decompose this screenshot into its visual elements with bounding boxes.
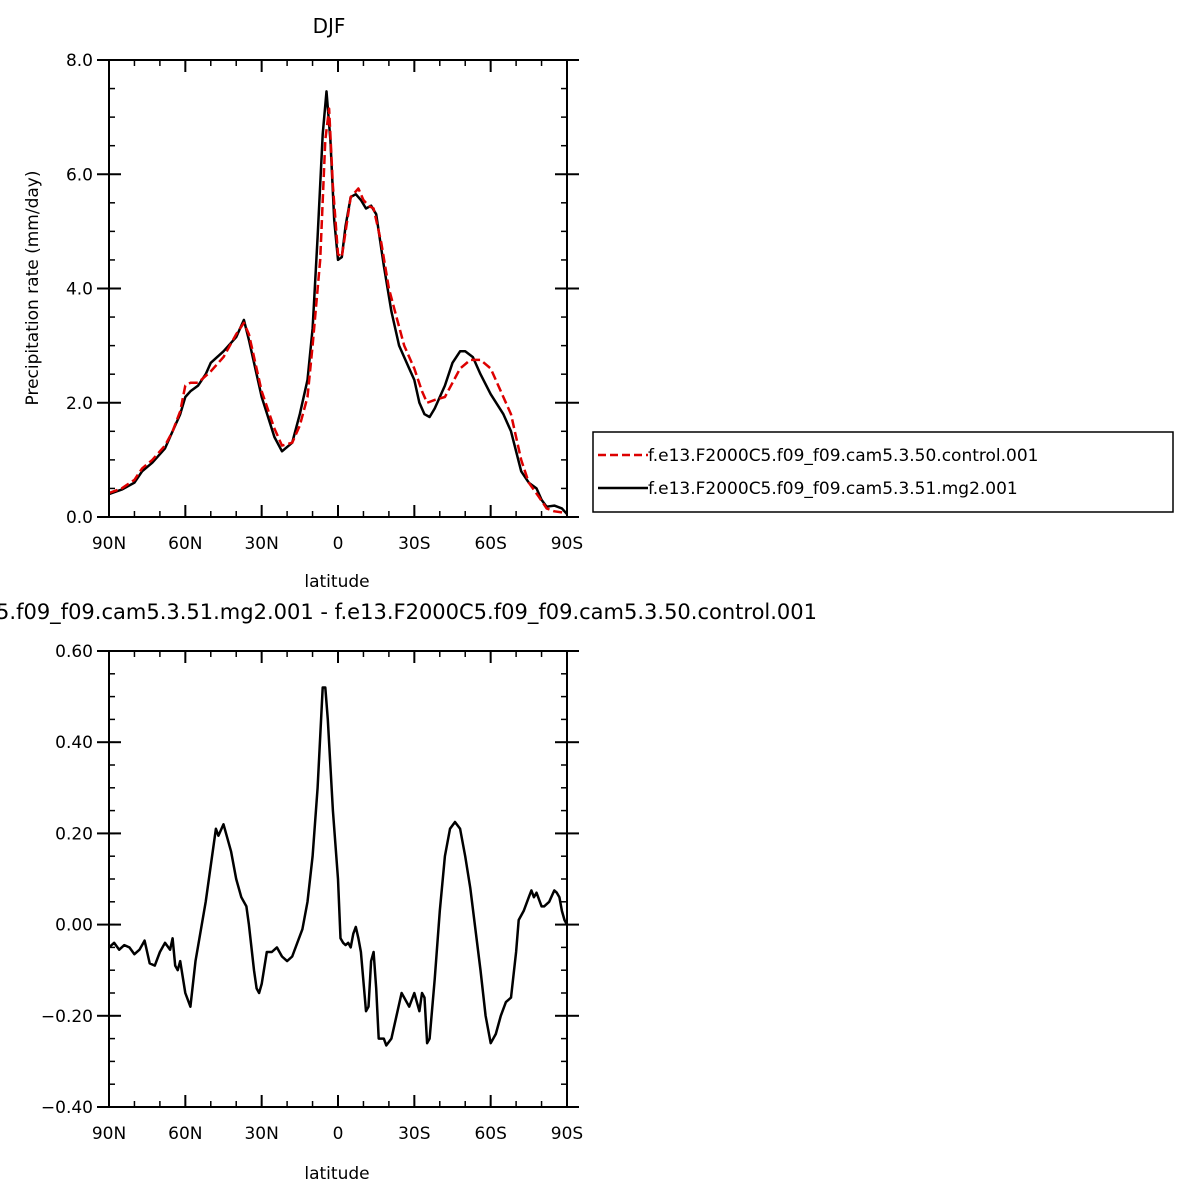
- plot-frame: [108, 650, 568, 1108]
- x-tick-label: 60N: [168, 1124, 202, 1144]
- x-tick-label: 30N: [244, 1124, 278, 1144]
- x-tick-label: 60S: [474, 1124, 506, 1144]
- series-line-0: [108, 107, 568, 515]
- x-tick-label: 30S: [398, 534, 430, 554]
- x-axis-label: latitude: [304, 572, 369, 592]
- x-tick-label: 90S: [551, 534, 583, 554]
- y-tick-label: −0.20: [41, 1007, 93, 1027]
- x-tick-label: 90S: [551, 1124, 583, 1144]
- chart-title: DJF: [313, 14, 346, 38]
- precip-panel: DJF Precipitation rate (mm/day) latitude…: [23, 14, 1174, 592]
- y-tick-label: 0.20: [55, 824, 93, 844]
- y-tick-label: 4.0: [66, 280, 93, 300]
- difference-title: f.e13.F2000C5.f09_f09.cam5.3.51.mg2.001 …: [0, 600, 817, 625]
- series-line-0: [108, 686, 569, 1047]
- series-lines: [108, 686, 569, 1047]
- y-tick-label: 0.00: [55, 916, 93, 936]
- x-tick-label: 90N: [92, 534, 126, 554]
- x-tick-label: 0: [333, 534, 344, 554]
- axis-ticks: 90N 60N 30N 0 30S 60S 90S −0.40 −0.20 0.00 0.20 0.4…: [41, 642, 583, 1144]
- legend-label-mg2: f.e13.F2000C5.f09_f09.cam5.3.51.mg2.001: [648, 479, 1018, 499]
- x-tick-label: 30S: [398, 1124, 430, 1144]
- y-axis-label: Precipitation rate (mm/day): [23, 171, 43, 406]
- x-tick-label: 60S: [474, 534, 506, 554]
- series-lines: [108, 90, 568, 515]
- difference-panel: f.e13.F2000C5.f09_f09.cam5.3.51.mg2.001 …: [0, 600, 817, 1184]
- legend-box: [592, 431, 1174, 513]
- x-tick-label: 0: [333, 1124, 344, 1144]
- plot-frame: [108, 59, 568, 518]
- x-tick-label: 60N: [168, 534, 202, 554]
- y-tick-label: −0.40: [41, 1098, 93, 1118]
- x-tick-label: 90N: [92, 1124, 126, 1144]
- x-tick-label: 30N: [244, 534, 278, 554]
- y-tick-label: 0.0: [66, 508, 93, 528]
- legend: f.e13.F2000C5.f09_f09.cam5.3.50.control.…: [592, 431, 1174, 513]
- y-tick-label: 6.0: [66, 165, 93, 185]
- y-tick-label: 0.40: [55, 733, 93, 753]
- series-line-1: [108, 90, 568, 515]
- x-axis-label: latitude: [304, 1164, 369, 1184]
- y-tick-label: 2.0: [66, 394, 93, 414]
- y-tick-label: 0.60: [55, 642, 93, 662]
- legend-label-control: f.e13.F2000C5.f09_f09.cam5.3.50.control.…: [648, 446, 1039, 466]
- y-tick-label: 8.0: [66, 51, 93, 71]
